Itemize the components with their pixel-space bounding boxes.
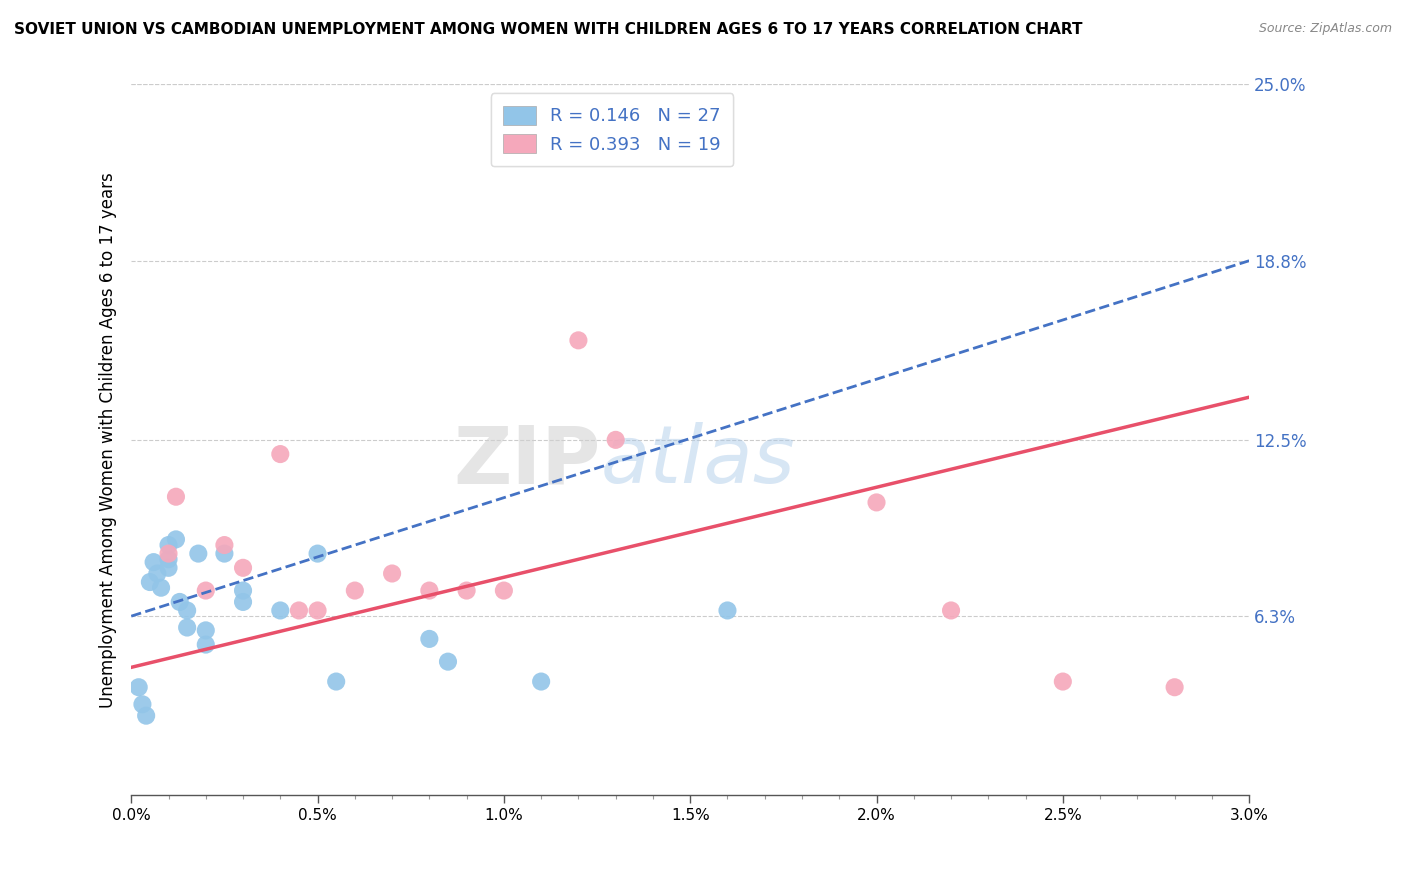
Point [939,603,962,617]
Point [437,655,460,669]
Point [232,561,254,575]
Point [567,334,589,348]
Point [187,547,209,561]
Point [232,583,254,598]
Point [865,495,887,509]
Text: Source: ZipAtlas.com: Source: ZipAtlas.com [1258,22,1392,36]
Point [169,595,191,609]
Point [288,603,311,617]
Point [150,581,173,595]
Point [142,555,165,569]
Legend: R = 0.146   N = 27, R = 0.393   N = 19: R = 0.146 N = 27, R = 0.393 N = 19 [491,94,734,167]
Point [307,603,329,617]
Point [307,547,329,561]
Point [1163,680,1185,694]
Point [157,538,180,552]
Point [325,674,347,689]
Point [605,433,627,447]
Point [492,583,515,598]
Point [135,708,157,723]
Text: atlas: atlas [600,422,796,500]
Point [176,603,198,617]
Point [194,638,217,652]
Text: SOVIET UNION VS CAMBODIAN UNEMPLOYMENT AMONG WOMEN WITH CHILDREN AGES 6 TO 17 YE: SOVIET UNION VS CAMBODIAN UNEMPLOYMENT A… [14,22,1083,37]
Point [214,538,236,552]
Point [194,583,217,598]
Point [456,583,478,598]
Point [716,603,738,617]
Point [157,552,180,566]
Point [232,595,254,609]
Point [1052,674,1074,689]
Point [343,583,366,598]
Text: ZIP: ZIP [454,422,600,500]
Point [418,632,440,646]
Point [146,566,169,581]
Y-axis label: Unemployment Among Women with Children Ages 6 to 17 years: Unemployment Among Women with Children A… [100,172,117,707]
Point [157,561,180,575]
Point [269,447,291,461]
Point [269,603,291,617]
Point [176,621,198,635]
Point [194,624,217,638]
Point [165,533,187,547]
Point [165,490,187,504]
Point [131,698,153,712]
Point [418,583,440,598]
Point [128,680,150,694]
Point [530,674,553,689]
Point [214,547,236,561]
Point [139,575,162,590]
Point [381,566,404,581]
Point [157,547,180,561]
